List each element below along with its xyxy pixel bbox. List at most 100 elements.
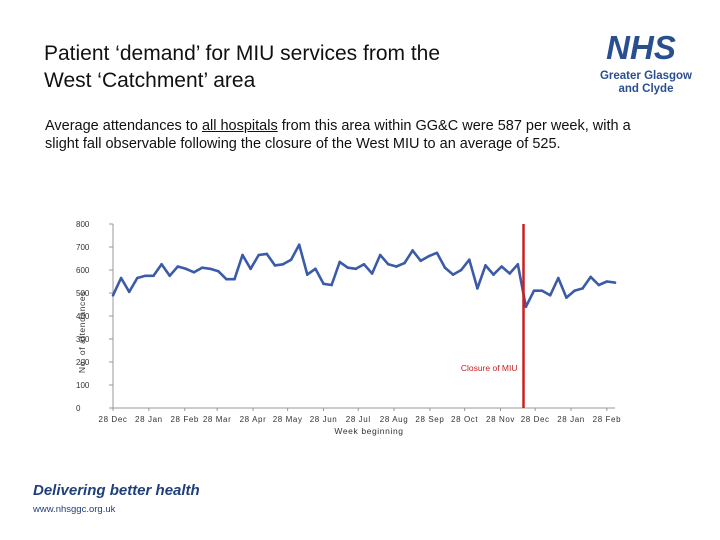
logo-board-name: Greater Glasgow and Clyde xyxy=(588,70,704,96)
data-point xyxy=(257,253,261,257)
x-tick-label: 28 Jan xyxy=(135,415,163,424)
data-point xyxy=(322,282,325,286)
data-point xyxy=(111,294,115,297)
data-point xyxy=(144,274,147,278)
summary-text: Average attendances to all hospitals fro… xyxy=(45,117,655,153)
data-point xyxy=(451,273,455,276)
x-tick-label: 28 Jan xyxy=(557,415,585,424)
y-tick-label: 700 xyxy=(76,243,90,252)
data-point xyxy=(289,258,293,261)
data-point xyxy=(168,274,171,278)
y-tick-label: 100 xyxy=(76,381,90,390)
logo-line-1: Greater Glasgow xyxy=(599,70,693,82)
y-tick-label: 0 xyxy=(76,404,81,413)
x-tick-label: 28 Dec xyxy=(99,415,128,424)
footer-url: www.nhsggc.org.uk xyxy=(33,504,116,515)
data-point xyxy=(241,253,244,257)
data-point xyxy=(597,283,601,287)
x-tick-label: 28 Aug xyxy=(380,415,409,424)
data-point xyxy=(273,264,277,267)
title-line-1: Patient ‘demand’ for MIU services from t… xyxy=(44,42,441,65)
nhs-logo-text: NHS xyxy=(606,29,676,66)
data-point xyxy=(119,276,123,280)
x-tick-label: 28 Mar xyxy=(203,415,232,424)
x-tick-label: 28 Jul xyxy=(346,415,371,424)
data-point xyxy=(306,273,309,276)
logo-line-2: and Clyde xyxy=(618,83,674,95)
footer-tagline: Delivering better health xyxy=(33,482,200,499)
data-point xyxy=(605,280,609,283)
data-point xyxy=(565,296,568,299)
data-point xyxy=(613,281,617,284)
data-point xyxy=(500,265,503,268)
data-point xyxy=(532,289,536,292)
nhs-logo: NHS Greater Glasgow and Clyde xyxy=(588,26,708,102)
data-point xyxy=(435,251,439,255)
data-point xyxy=(176,265,180,268)
data-point xyxy=(135,276,139,280)
x-tick-label: 28 Oct xyxy=(451,415,478,424)
data-point xyxy=(281,262,285,266)
data-point xyxy=(184,267,188,271)
y-tick-label: 400 xyxy=(76,312,90,321)
data-point xyxy=(467,258,471,261)
x-tick-label: 28 Jun xyxy=(310,415,338,424)
data-point xyxy=(484,264,487,267)
x-tick-label: 28 Sep xyxy=(415,415,444,424)
attendance-chart-svg: 0 100 200 300 400 500 600 700 800 28 Dec 28 Jan 28 … xyxy=(76,220,622,436)
data-point xyxy=(362,262,366,266)
data-point xyxy=(557,276,560,280)
data-point xyxy=(459,268,463,272)
data-point xyxy=(581,287,584,290)
data-point xyxy=(330,283,333,287)
y-tick-label: 600 xyxy=(76,266,90,275)
data-point xyxy=(378,253,382,257)
data-point xyxy=(297,243,301,246)
data-point xyxy=(216,269,220,273)
data-point xyxy=(233,277,236,281)
x-tick-label: 28 Apr xyxy=(240,415,267,424)
title-line-2: West ‘Catchment’ area xyxy=(44,69,256,92)
data-point xyxy=(386,262,390,266)
page-title: Patient ‘demand’ for MIU services from t… xyxy=(44,40,564,94)
data-point xyxy=(419,259,422,263)
data-point xyxy=(492,273,495,276)
y-tick-label: 500 xyxy=(76,289,90,298)
data-point xyxy=(395,265,398,268)
data-point xyxy=(524,305,528,309)
data-point xyxy=(403,261,406,265)
y-axis-title: No. of attendances xyxy=(77,291,87,373)
data-point xyxy=(314,267,317,271)
closure-annotation: Closure of MIU xyxy=(461,363,518,373)
summary-text-underlined: all hospitals xyxy=(201,118,278,134)
data-point xyxy=(249,267,252,271)
data-point xyxy=(200,266,204,269)
data-point xyxy=(508,272,512,275)
data-point xyxy=(225,277,228,281)
data-point xyxy=(540,289,544,292)
data-point xyxy=(476,287,479,290)
data-point xyxy=(192,271,196,274)
x-axis-title: Week beginning xyxy=(334,426,403,436)
data-point xyxy=(573,289,576,292)
data-point xyxy=(370,272,374,275)
data-point xyxy=(152,274,155,278)
data-point xyxy=(443,266,447,269)
data-point xyxy=(516,262,520,266)
summary-text-start: Average attendances to xyxy=(45,118,202,134)
y-tick-label: 200 xyxy=(76,358,90,367)
data-point xyxy=(589,275,593,279)
x-tick-label: 28 May xyxy=(273,415,303,424)
data-point xyxy=(354,267,358,271)
x-tick-label: 28 Feb xyxy=(593,415,622,424)
y-tick-label: 800 xyxy=(76,220,90,229)
data-point xyxy=(548,294,552,297)
data-point xyxy=(411,249,414,252)
data-point xyxy=(127,290,131,294)
series-line-weekly-attendances xyxy=(111,243,616,309)
attendance-chart: 0 100 200 300 400 500 600 700 800 28 Dec 28 Jan 28 … xyxy=(76,210,636,450)
x-tick-label: 28 Dec xyxy=(521,415,550,424)
x-tick-label: 28 Nov xyxy=(486,415,515,424)
data-point xyxy=(346,266,350,269)
x-tick-label: 28 Feb xyxy=(170,415,199,424)
